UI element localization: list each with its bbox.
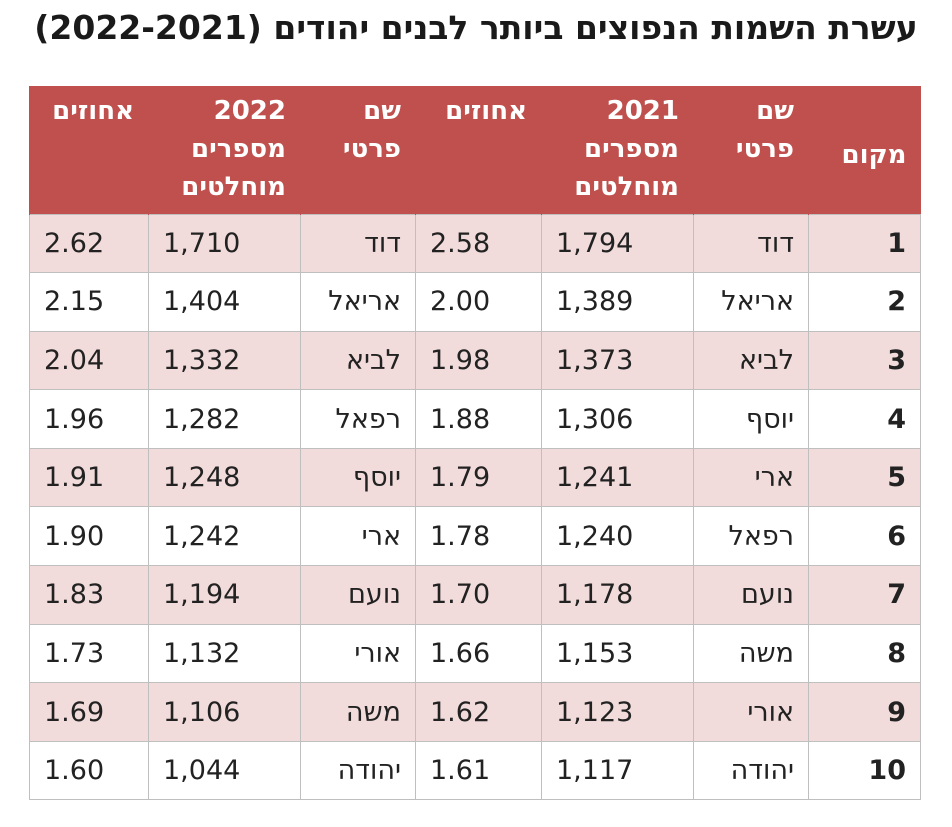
pct-2021-cell: 1.98 [415, 330, 542, 391]
pct-2021-cell: 1.61 [415, 740, 542, 801]
rank-cell: 4 [808, 389, 921, 449]
pct-2022-cell: 1.73 [29, 623, 149, 684]
abs-2021-cell: 1,241 [541, 447, 694, 508]
pct-2021-cell: 2.58 [415, 213, 542, 274]
header-abs-2022: 2022 מספרים מוחלטים [148, 86, 301, 214]
pct-2022-cell: 2.62 [29, 213, 149, 274]
table-row: 6 רפאל 1,240 1.78 ארי 1,242 1.90 [29, 506, 921, 567]
page-title: עשרת השמות הנפוצים ביותר לבנים יהודים (2… [34, 8, 918, 47]
rank-cell: 1 [808, 213, 921, 274]
pct-2022-cell: 2.04 [29, 330, 149, 391]
abs-2021-cell: 1,306 [541, 389, 694, 449]
name-2021-cell: אריאל [693, 272, 809, 332]
abs-2022-cell: 1,404 [148, 272, 301, 332]
pct-2022-cell: 1.69 [29, 682, 149, 742]
name-2022-cell: דוד [300, 213, 416, 274]
name-2022-cell: נועם [300, 565, 416, 625]
abs-2022-cell: 1,194 [148, 565, 301, 625]
table-row: 3 לביא 1,373 1.98 לביא 1,332 2.04 [29, 330, 921, 391]
table-row: 1 דוד 1,794 2.58 דוד 1,710 2.62 [29, 213, 921, 274]
rank-cell: 6 [808, 506, 921, 567]
name-2021-cell: רפאל [693, 506, 809, 567]
name-2021-cell: משה [693, 623, 809, 684]
abs-2022-cell: 1,044 [148, 740, 301, 801]
rank-cell: 2 [808, 272, 921, 332]
pct-2021-cell: 1.79 [415, 447, 542, 508]
header-row: מקום שם פרטי 2021 מספרים מוחלטים אחוזים שם פ… [29, 86, 921, 214]
abs-2022-cell: 1,332 [148, 330, 301, 391]
name-2022-cell: רפאל [300, 389, 416, 449]
name-2021-cell: ארי [693, 447, 809, 508]
table-row: 7 נועם 1,178 1.70 נועם 1,194 1.83 [29, 565, 921, 625]
pct-2021-cell: 1.62 [415, 682, 542, 742]
abs-2021-cell: 1,178 [541, 565, 694, 625]
table-row: 8 משה 1,153 1.66 אורי 1,132 1.73 [29, 623, 921, 684]
pct-2022-cell: 1.83 [29, 565, 149, 625]
name-2022-cell: יוסף [300, 447, 416, 508]
names-table: מקום שם פרטי 2021 מספרים מוחלטים אחוזים שם פ… [29, 86, 921, 801]
table-row: 2 אריאל 1,389 2.00 אריאל 1,404 2.15 [29, 272, 921, 332]
abs-2021-cell: 1,123 [541, 682, 694, 742]
pct-2022-cell: 1.90 [29, 506, 149, 567]
header-rank: מקום [808, 86, 921, 214]
pct-2022-cell: 2.15 [29, 272, 149, 332]
rank-cell: 7 [808, 565, 921, 625]
abs-2022-cell: 1,132 [148, 623, 301, 684]
name-2022-cell: אריאל [300, 272, 416, 332]
header-pct-2022: אחוזים [29, 86, 149, 214]
name-2021-cell: נועם [693, 565, 809, 625]
name-2022-cell: משה [300, 682, 416, 742]
table-row: 9 אורי 1,123 1.62 משה 1,106 1.69 [29, 682, 921, 742]
abs-2021-cell: 1,373 [541, 330, 694, 391]
abs-2021-cell: 1,117 [541, 740, 694, 801]
header-name-2022: שם פרטי [300, 86, 416, 214]
rank-cell: 9 [808, 682, 921, 742]
name-2022-cell: יהודה [300, 740, 416, 801]
pct-2021-cell: 1.66 [415, 623, 542, 684]
name-2021-cell: יהודה [693, 740, 809, 801]
name-2022-cell: ארי [300, 506, 416, 567]
name-2022-cell: אורי [300, 623, 416, 684]
abs-2022-cell: 1,242 [148, 506, 301, 567]
rank-cell: 3 [808, 330, 921, 391]
header-abs-2021: 2021 מספרים מוחלטים [541, 86, 694, 214]
table-row: 5 ארי 1,241 1.79 יוסף 1,248 1.91 [29, 447, 921, 508]
pct-2021-cell: 1.88 [415, 389, 542, 449]
pct-2021-cell: 2.00 [415, 272, 542, 332]
pct-2022-cell: 1.60 [29, 740, 149, 801]
abs-2021-cell: 1,794 [541, 213, 694, 274]
header-pct-2021: אחוזים [415, 86, 542, 214]
abs-2021-cell: 1,153 [541, 623, 694, 684]
name-2021-cell: יוסף [693, 389, 809, 449]
rank-cell: 10 [808, 740, 921, 801]
table-row: 10 יהודה 1,117 1.61 יהודה 1,044 1.60 [29, 740, 921, 801]
abs-2022-cell: 1,710 [148, 213, 301, 274]
name-2021-cell: לביא [693, 330, 809, 391]
header-name-2021: שם פרטי [693, 86, 809, 214]
abs-2022-cell: 1,106 [148, 682, 301, 742]
name-2021-cell: דוד [693, 213, 809, 274]
abs-2021-cell: 1,389 [541, 272, 694, 332]
rank-cell: 5 [808, 447, 921, 508]
abs-2022-cell: 1,248 [148, 447, 301, 508]
pct-2021-cell: 1.70 [415, 565, 542, 625]
name-2021-cell: אורי [693, 682, 809, 742]
name-2022-cell: לביא [300, 330, 416, 391]
rank-cell: 8 [808, 623, 921, 684]
pct-2021-cell: 1.78 [415, 506, 542, 567]
pct-2022-cell: 1.91 [29, 447, 149, 508]
table-row: 4 יוסף 1,306 1.88 רפאל 1,282 1.96 [29, 389, 921, 449]
pct-2022-cell: 1.96 [29, 389, 149, 449]
abs-2021-cell: 1,240 [541, 506, 694, 567]
abs-2022-cell: 1,282 [148, 389, 301, 449]
